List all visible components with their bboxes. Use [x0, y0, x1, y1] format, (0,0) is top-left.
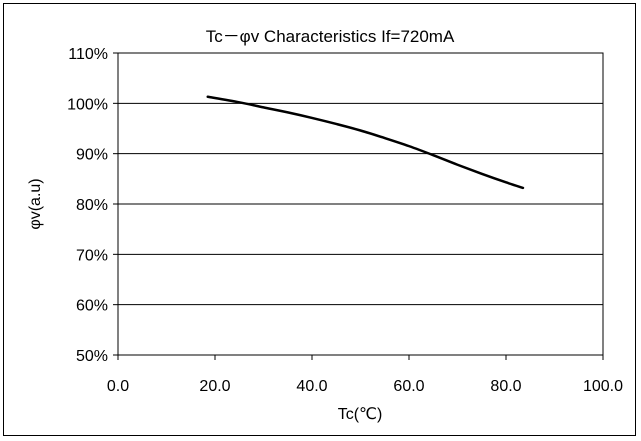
x-tick-label: 0.0	[107, 378, 129, 395]
chart-frame	[3, 3, 636, 436]
x-tick-label: 100.0	[583, 378, 623, 395]
x-tick-label: 60.0	[393, 378, 424, 395]
y-tick-label: 80%	[76, 197, 108, 214]
y-tick-label: 90%	[76, 147, 108, 164]
chart-title: Tc－φv Characteristics If=720mA	[206, 27, 455, 46]
x-tick-label: 20.0	[199, 378, 230, 395]
y-tick-label: 110%	[68, 46, 108, 63]
x-axis-label: Tc(℃)	[338, 406, 383, 423]
y-tick-label: 50%	[76, 348, 108, 365]
series-line	[206, 95, 525, 190]
gridlines	[113, 52, 604, 360]
plot-area	[117, 52, 604, 356]
y-tick-label: 70%	[76, 247, 108, 264]
x-tick-label: 80.0	[490, 378, 521, 395]
x-tick-labels: 0.0 20.0 40.0 60.0 80.0 100.0	[107, 378, 623, 395]
y-tick-label: 100%	[67, 96, 108, 113]
x-tick-label: 40.0	[296, 378, 327, 395]
y-tick-label: 60%	[76, 298, 108, 315]
y-axis-label: φv(a.u)	[27, 178, 44, 229]
y-tick-labels: 50% 60% 70% 80% 90% 100% 110%	[67, 46, 108, 365]
